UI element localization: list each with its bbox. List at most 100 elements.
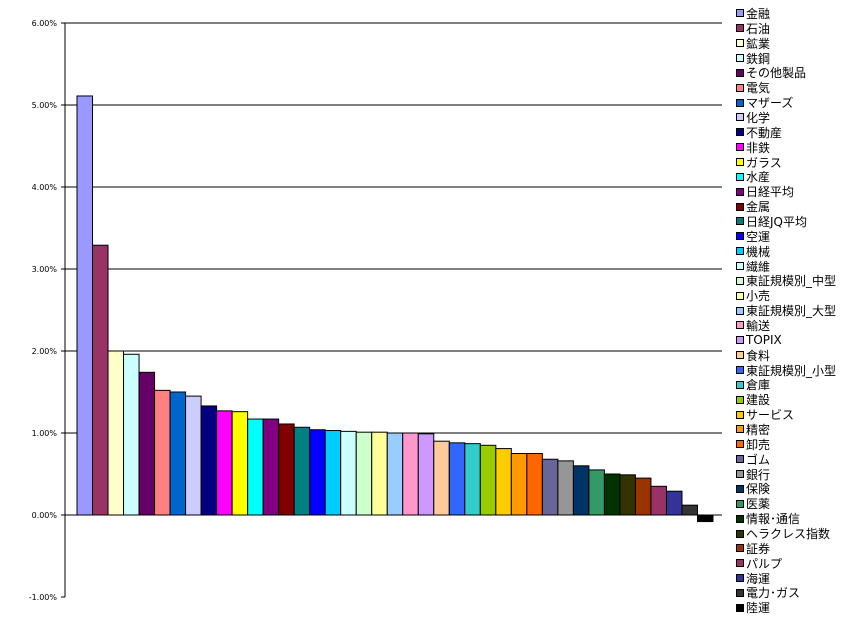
legend-swatch <box>736 217 744 226</box>
legend-label: 機械 <box>746 244 771 259</box>
legend-item: ゴム <box>736 452 836 467</box>
bar-東証規模別_小型 <box>448 442 466 516</box>
legend-label: 東証規模別_中型 <box>746 274 837 289</box>
bar-建設 <box>479 444 497 516</box>
legend-item: 東証規模別_中型 <box>736 273 836 288</box>
legend-label: 石油 <box>746 21 771 36</box>
bar-サービス <box>495 448 512 516</box>
bar-日経平均 <box>262 418 280 516</box>
bar-保険 <box>572 465 590 516</box>
legend-item: 不動産 <box>736 125 836 140</box>
bar-TOPIX <box>417 433 435 516</box>
bar-ヘラクレス指数 <box>619 474 636 516</box>
legend-label: 医薬 <box>746 497 771 512</box>
legend-item: 金属 <box>736 199 836 214</box>
legend-swatch <box>736 559 744 568</box>
bar-金融 <box>76 95 94 516</box>
legend-item: 日経平均 <box>736 184 836 199</box>
legend-item: 食料 <box>736 348 836 363</box>
legend-label: 精密 <box>746 423 771 437</box>
legend-label: 水産 <box>746 170 771 185</box>
legend-swatch <box>736 232 744 241</box>
legend-item: 保険 <box>736 482 836 496</box>
y-tick-label: 4.00% <box>32 183 58 192</box>
legend-swatch <box>736 366 744 375</box>
legend-item: マザーズ <box>736 95 836 110</box>
legend-swatch <box>736 9 744 18</box>
bar-日経JQ平均 <box>293 426 311 516</box>
legend-item: 倉庫 <box>736 377 836 392</box>
legend-swatch <box>736 247 744 256</box>
legend-item: 電気 <box>736 80 836 95</box>
legend-swatch <box>736 351 744 360</box>
bar-マザーズ <box>169 391 187 516</box>
bar-電力･ガス <box>681 504 698 516</box>
legend-swatch <box>736 98 744 107</box>
legend-item: ガラス <box>736 155 836 170</box>
legend-label: 繊維 <box>746 259 771 274</box>
legend-label: 金属 <box>746 200 771 215</box>
legend-swatch <box>736 113 744 122</box>
legend-swatch <box>736 128 744 137</box>
legend-swatch <box>736 529 744 538</box>
bar-銀行 <box>557 460 574 516</box>
legend-label: ヘラクレス指数 <box>746 527 831 542</box>
legend-swatch <box>736 24 744 33</box>
legend-label: 卸売 <box>746 437 771 452</box>
bar-非鉄 <box>216 410 233 516</box>
legend-swatch <box>736 499 744 508</box>
bar-不動産 <box>200 405 218 516</box>
legend-label: 小売 <box>746 289 771 304</box>
legend-item: パルプ <box>736 556 836 571</box>
legend-item: 日経JQ平均 <box>736 214 836 229</box>
bar-鉄鋼 <box>123 353 140 516</box>
legend-item: 水産 <box>736 169 836 184</box>
legend-swatch <box>736 276 744 285</box>
bar-化学 <box>185 395 202 516</box>
bar-倉庫 <box>464 443 481 516</box>
legend-swatch <box>736 514 744 523</box>
legend-swatch <box>736 484 744 493</box>
legend-item: その他製品 <box>736 65 836 80</box>
legend-label: マザーズ <box>746 96 794 111</box>
bar-鉱業 <box>107 350 125 516</box>
legend-item: 医薬 <box>736 496 836 511</box>
legend-swatch <box>736 380 744 389</box>
bar-医薬 <box>588 469 605 516</box>
bar-東証規模別_中型 <box>355 431 373 516</box>
legend-swatch <box>736 262 744 271</box>
legend-label: 食料 <box>746 348 771 363</box>
legend-label: 陸運 <box>746 601 771 616</box>
legend-label: 海運 <box>746 571 771 586</box>
bar-食料 <box>433 440 450 516</box>
legend-label: 金融 <box>746 6 771 21</box>
bar-精密 <box>510 453 528 516</box>
legend-label: 東証規模別_大型 <box>746 304 837 319</box>
legend-item: 建設 <box>736 392 836 407</box>
bar-陸運 <box>696 514 714 523</box>
legend-label: 証券 <box>746 541 771 556</box>
legend-label: 銀行 <box>746 467 771 482</box>
legend-swatch <box>736 291 744 300</box>
legend-swatch <box>736 83 744 92</box>
legend-swatch <box>736 574 744 583</box>
legend-label: 空運 <box>746 229 771 244</box>
legend-item: 非鉄 <box>736 140 836 155</box>
legend-item: 陸運 <box>736 600 836 615</box>
legend-swatch <box>736 425 744 434</box>
bar-機械 <box>324 430 342 516</box>
legend-item: 鉱業 <box>736 36 836 51</box>
bar-東証規模別_大型 <box>386 432 404 516</box>
legend-label: 電気 <box>746 81 771 96</box>
legend-item: 証券 <box>736 541 836 556</box>
legend-swatch <box>736 39 744 48</box>
bar-卸売 <box>526 453 543 516</box>
bar-証券 <box>634 477 652 516</box>
legend-swatch <box>736 143 744 152</box>
legend-item: TOPIX <box>736 333 836 348</box>
legend-label: ゴム <box>746 452 771 467</box>
legend-item: 卸売 <box>736 437 836 452</box>
bar-情報･通信 <box>603 473 621 516</box>
legend-swatch <box>736 202 744 211</box>
